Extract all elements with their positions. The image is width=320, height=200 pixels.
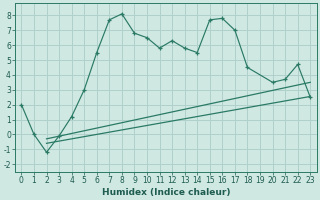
X-axis label: Humidex (Indice chaleur): Humidex (Indice chaleur) (101, 188, 230, 197)
